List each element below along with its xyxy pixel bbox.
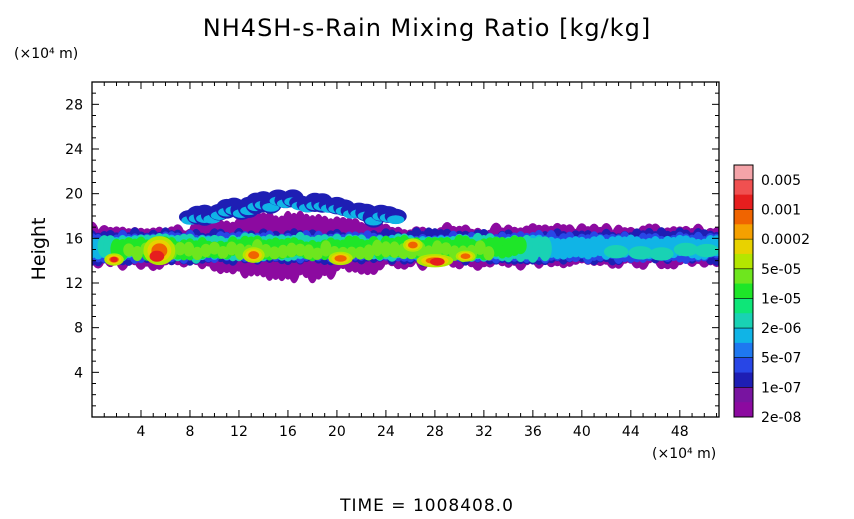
core-lgreen (303, 244, 315, 260)
x-tick-label: 4 (137, 424, 146, 440)
core-lgreen (388, 241, 400, 258)
core-lgreen (431, 240, 443, 257)
colorbar-segment (734, 313, 753, 329)
x-tick-label: 12 (230, 424, 248, 440)
core-lgreen (363, 244, 375, 261)
mixing-ratio-field (92, 189, 719, 284)
colorbar-segment (734, 179, 753, 196)
x-tick-label: 40 (573, 424, 591, 440)
core-lgreen (268, 246, 280, 260)
core-lgreen (208, 241, 220, 255)
core-lgreen (371, 239, 383, 257)
core-lgreen (311, 247, 323, 260)
core-lgreen (440, 242, 452, 256)
colorbar-label: 0.001 (761, 202, 801, 218)
x-tick-label: 8 (186, 424, 195, 440)
colorbar-segment (734, 342, 753, 359)
core-green (514, 236, 527, 255)
right-patch (694, 243, 719, 258)
colorbar-segment (734, 239, 753, 255)
colorbar: 0.005 0.001 0.0002 5e-05 1e-05 2e-06 5e-07 1e-0… (733, 164, 810, 426)
core-lgreen (123, 243, 135, 257)
cloud-cap-inner (387, 215, 405, 225)
colorbar-label: 5e-07 (761, 351, 801, 367)
y-tick-label: 28 (65, 97, 83, 113)
core-lgreen (474, 240, 486, 255)
core-lgreen (226, 241, 238, 256)
core-lgreen (217, 246, 229, 259)
x-tick-label: 32 (475, 424, 493, 440)
hotspot-inner (460, 253, 471, 259)
y-axis-unit: (×10⁴ m) (14, 46, 79, 62)
hotspot-core (110, 256, 118, 263)
core-lgreen (320, 240, 332, 257)
core-lgreen (294, 243, 306, 257)
colorbar-segment (734, 328, 753, 344)
right-patch (603, 245, 629, 259)
y-tick-label: 24 (65, 142, 83, 158)
y-axis-ticks: 4 8 12 16 20 24 28 (65, 92, 719, 407)
x-tick-label: 36 (524, 424, 542, 440)
hotspot-inner (407, 241, 418, 249)
right-patch (628, 246, 653, 260)
y-tick-label: 20 (65, 187, 83, 203)
core-lgreen (174, 242, 186, 256)
core-lgreen (277, 244, 289, 259)
x-tick-label: 20 (328, 424, 346, 440)
hotspot-core (149, 250, 165, 262)
colorbar-label: 2e-06 (761, 321, 801, 337)
x-tick-label: 28 (426, 424, 444, 440)
core-lgreen (191, 246, 203, 261)
colorbar-segment (734, 402, 753, 418)
core-lgreen (354, 246, 366, 260)
core-lgreen (200, 243, 212, 258)
chart-title: NH4SH-s-Rain Mixing Ratio [kg/kg] (202, 14, 652, 42)
colorbar-label: 1e-07 (761, 380, 801, 396)
x-tick-label: 16 (279, 424, 297, 440)
core-lgreen (183, 241, 195, 257)
colorbar-segment (734, 253, 753, 270)
colorbar-segment (734, 194, 753, 210)
x-axis-ticks: 4 8 12 16 20 24 28 32 36 40 44 48 (103, 82, 718, 440)
colorbar-label: 1e-05 (761, 291, 801, 307)
colorbar-label: 0.0002 (761, 232, 810, 248)
y-tick-label: 8 (74, 321, 83, 337)
x-tick-label: 48 (671, 424, 689, 440)
colorbar-segment (734, 165, 753, 181)
colorbar-label: 0.005 (761, 173, 801, 189)
right-patch (673, 242, 699, 257)
core-lgreen (286, 242, 298, 258)
y-tick-label: 16 (65, 231, 83, 247)
y-tick-label: 4 (74, 365, 83, 381)
colorbar-segment (734, 387, 753, 403)
colorbar-label: 5e-05 (761, 262, 801, 278)
core-lgreen (380, 241, 392, 258)
colorbar-segment (734, 298, 753, 314)
colorbar-segment (734, 268, 753, 284)
colorbar-label: 2e-08 (761, 410, 801, 426)
colorbar-segment (734, 372, 753, 388)
core-teal (538, 236, 552, 262)
hotspot-inner (334, 255, 347, 262)
colorbar-segment (734, 357, 753, 373)
y-tick-label: 12 (65, 276, 83, 292)
x-tick-label: 24 (377, 424, 395, 440)
hotspot-core (429, 257, 445, 266)
colorbar-segment (734, 209, 753, 225)
right-patch (649, 247, 674, 261)
x-tick-label: 44 (622, 424, 640, 440)
core-lgreen (483, 246, 495, 261)
colorbar-segment (734, 283, 753, 299)
core-lgreen (131, 245, 143, 262)
colorbar-segment (734, 224, 753, 240)
hotspot-inner (248, 251, 260, 259)
x-axis-unit: (×10⁴ m) (652, 446, 717, 462)
time-label: TIME = 1008408.0 (340, 496, 514, 516)
